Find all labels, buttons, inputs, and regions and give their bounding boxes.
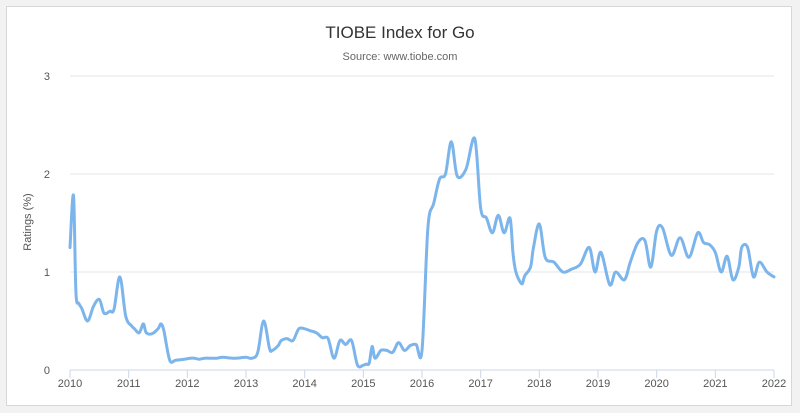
y-tick-label: 2 bbox=[44, 169, 50, 181]
y-tick-label: 0 bbox=[44, 365, 50, 377]
x-tick-label: 2010 bbox=[58, 378, 82, 390]
x-axis-ticks: 2010 2011 2012 2013 2014 2015 2016 2017 2018 2019… bbox=[58, 370, 786, 390]
x-tick-label: 2019 bbox=[586, 378, 610, 390]
y-tick-label: 3 bbox=[44, 71, 50, 83]
x-tick-label: 2011 bbox=[117, 378, 141, 390]
gridlines bbox=[70, 75, 774, 273]
x-tick-label: 2022 bbox=[762, 378, 786, 390]
y-axis-ticks: 0 1 2 3 bbox=[44, 71, 50, 377]
chart-frame bbox=[6, 6, 792, 406]
y-tick-label: 1 bbox=[44, 267, 50, 279]
x-tick-label: 2016 bbox=[410, 378, 434, 390]
x-tick-label: 2013 bbox=[234, 378, 258, 390]
x-tick-label: 2020 bbox=[644, 378, 668, 390]
chart-title: TIOBE Index for Go bbox=[325, 23, 474, 42]
x-tick-label: 2012 bbox=[175, 378, 199, 390]
x-tick-label: 2017 bbox=[468, 378, 492, 390]
x-tick-label: 2015 bbox=[351, 378, 375, 390]
x-tick-label: 2018 bbox=[527, 378, 551, 390]
y-axis-title: Ratings (%) bbox=[22, 193, 34, 250]
series-line bbox=[68, 136, 776, 369]
x-tick-label: 2014 bbox=[292, 378, 316, 390]
chart-subtitle: Source: www.tiobe.com bbox=[343, 51, 458, 63]
x-tick-label: 2021 bbox=[703, 378, 727, 390]
